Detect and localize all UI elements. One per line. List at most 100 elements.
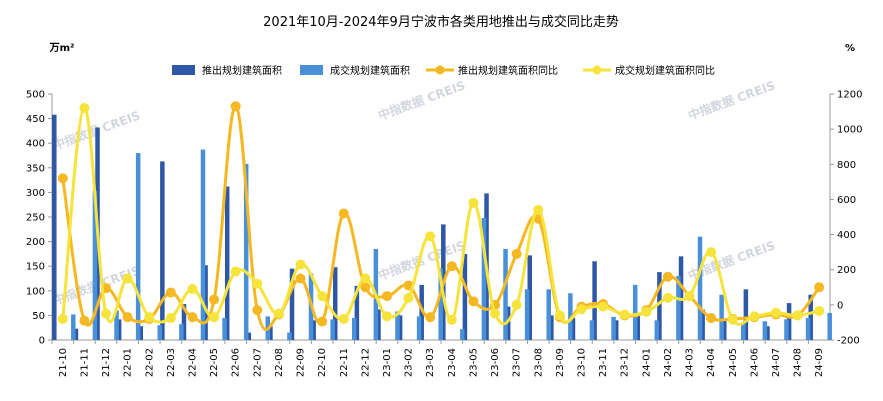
line-point-launch-yoy (338, 208, 349, 219)
line-point-launch-yoy (165, 287, 176, 298)
bar-launch (397, 315, 403, 340)
bar-launch (462, 253, 468, 340)
bar-deal (114, 310, 119, 340)
line-point-launch-yoy (79, 315, 90, 326)
left-tick-label: 250 (26, 213, 45, 224)
x-tick-label: 21-11 (79, 348, 90, 377)
legend-label: 成交规划建筑面积同比 (615, 64, 715, 77)
right-tick-label: 400 (837, 230, 856, 241)
line-point-launch-yoy (446, 261, 457, 272)
line-point-deal-yoy (576, 304, 587, 315)
line-point-deal-yoy (533, 204, 544, 215)
bar-deal (503, 248, 508, 340)
line-point-deal-yoy (338, 313, 349, 324)
left-tick-label: 0 (39, 336, 45, 347)
x-tick-label: 23-01 (382, 348, 393, 377)
line-point-deal-yoy (425, 231, 436, 242)
line-point-deal-yoy (165, 313, 176, 324)
bar-deal (654, 320, 660, 340)
x-tick-label: 22-06 (231, 348, 242, 377)
line-point-deal-yoy (79, 103, 90, 114)
line-point-deal-yoy (295, 259, 306, 270)
line-point-launch-yoy (122, 312, 133, 323)
bar-deal (243, 163, 249, 340)
bar-deal (416, 316, 422, 340)
line-point-launch-yoy (230, 101, 241, 112)
line-point-deal-yoy (187, 284, 198, 295)
x-tick-label: 24-09 (814, 348, 825, 377)
line-point-deal-yoy (446, 314, 457, 325)
bar-launch (52, 114, 57, 340)
left-axis-unit: 万m² (49, 42, 75, 54)
line-point-deal-yoy (554, 310, 565, 321)
right-axis-unit: % (845, 43, 855, 54)
line-point-launch-yoy (381, 291, 392, 302)
x-tick-label: 23-10 (576, 348, 587, 377)
x-tick-label: 23-07 (512, 348, 523, 377)
bar-launch (289, 268, 295, 340)
x-tick-label: 24-08 (793, 348, 804, 377)
bar-deal (395, 311, 400, 340)
left-tick-label: 50 (32, 311, 45, 322)
x-tick-label: 22-07 (252, 348, 263, 377)
line-point-launch-yoy (706, 313, 717, 324)
line-point-deal-yoy (706, 247, 717, 258)
bar-launch (354, 285, 360, 340)
bar-deal (676, 276, 681, 340)
legend-swatch-marker (592, 65, 602, 75)
x-tick-label: 22-02 (144, 348, 155, 377)
bar-launch (419, 284, 424, 340)
bar-deal (805, 317, 811, 340)
legend-swatch (172, 65, 195, 75)
line-point-deal-yoy (252, 278, 263, 289)
x-tick-label: 21-10 (58, 348, 69, 377)
line-point-deal-yoy (381, 311, 392, 322)
line-point-deal-yoy (144, 312, 155, 323)
x-tick-label: 23-09 (555, 348, 566, 377)
line-point-deal-yoy (814, 306, 825, 317)
bar-launch (73, 328, 79, 340)
x-tick-label: 24-05 (728, 348, 739, 377)
bar-deal (287, 332, 292, 340)
right-tick-label: 1200 (837, 90, 862, 101)
bar-launch (203, 265, 208, 340)
bar-deal (524, 289, 530, 340)
bar-deal (330, 319, 335, 340)
x-tick-label: 24-02 (663, 348, 674, 377)
line-point-launch-yoy (295, 273, 306, 284)
bar-deal (784, 319, 789, 340)
x-tick-label: 22-11 (339, 348, 350, 377)
x-tick-label: 23-04 (447, 348, 458, 377)
bar-launch (376, 309, 381, 340)
line-point-deal-yoy (273, 308, 284, 319)
line-point-deal-yoy (684, 291, 695, 302)
bar-launch (268, 326, 273, 340)
bar-launch (505, 306, 511, 340)
bar-deal (827, 312, 832, 340)
line-series-deal-yoy (61, 106, 820, 326)
bar-deal (71, 314, 76, 340)
x-tick-label: 21-12 (101, 348, 112, 377)
bar-deal (762, 321, 768, 340)
x-tick-label: 23-02 (404, 348, 415, 377)
bar-launch (116, 319, 122, 340)
x-tick-label: 22-03 (166, 348, 177, 377)
line-point-deal-yoy (792, 310, 803, 321)
line-point-launch-yoy (360, 282, 371, 293)
x-tick-label: 22-05 (209, 348, 220, 377)
bar-deal (92, 190, 98, 340)
line-point-launch-yoy (252, 305, 263, 316)
bar-launch (743, 289, 749, 340)
x-tick-label: 23-06 (490, 348, 501, 377)
bar-deal (135, 153, 141, 340)
line-point-launch-yoy (468, 296, 479, 307)
bar-launch (592, 261, 597, 340)
right-tick-label: 0 (837, 300, 843, 311)
x-tick-label: 24-06 (749, 348, 760, 377)
left-tick-label: 150 (26, 262, 45, 273)
bar-deal (352, 317, 357, 340)
right-tick-label: 1000 (837, 125, 862, 136)
legend: 推出规划建筑面积 成交规划建筑面积 推出规划建筑面积同比 成交规划建筑面积同比 (172, 64, 715, 77)
bar-deal (632, 284, 638, 340)
